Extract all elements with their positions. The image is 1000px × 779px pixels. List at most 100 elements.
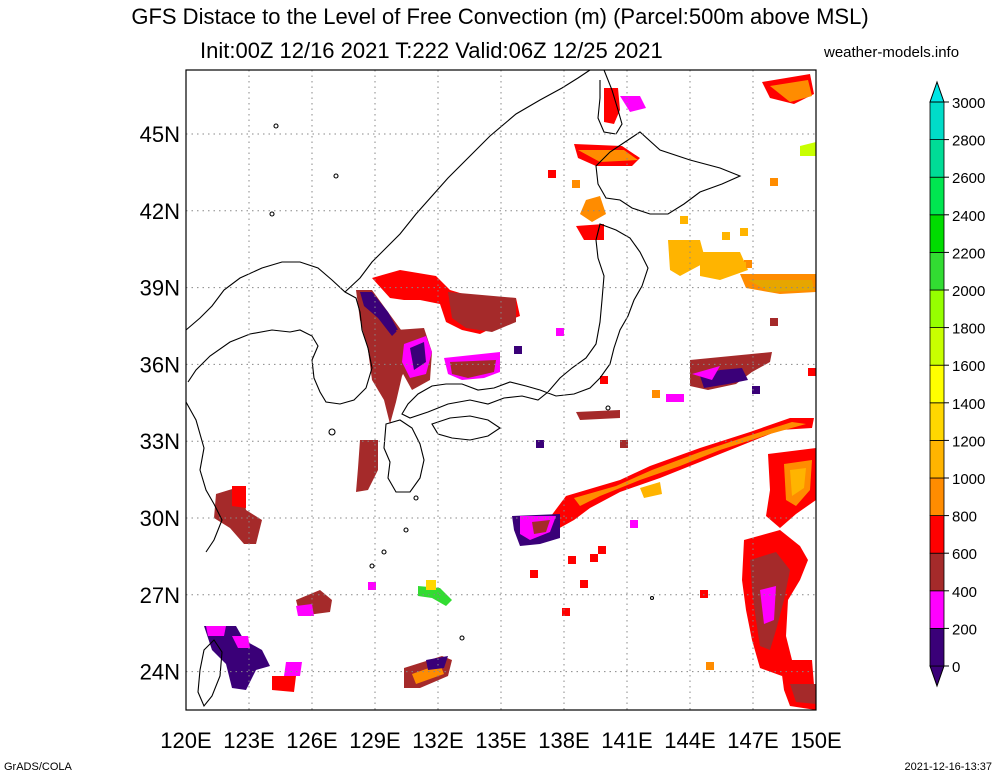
lfc-cell <box>590 554 598 562</box>
lfc-cell <box>548 170 556 178</box>
colorbar-label: 2000 <box>952 283 985 300</box>
colorbar-segment <box>929 101 945 140</box>
lfc-cell <box>752 386 760 394</box>
lfc-patch <box>532 520 550 534</box>
site-credit: weather-models.info <box>824 44 960 61</box>
colorbar-segment <box>929 552 945 592</box>
lfc-patch <box>700 252 748 280</box>
colorbar-segment <box>929 214 945 253</box>
lfc-patch <box>576 410 620 420</box>
lon-tick-label: 138E <box>538 728 589 753</box>
colorbar-label: 1000 <box>952 471 985 488</box>
lfc-patch <box>580 196 606 222</box>
lfc-cell <box>530 570 538 578</box>
lfc-cell <box>770 178 778 186</box>
colorbar-segment <box>929 477 945 516</box>
colorbar-label: 1400 <box>952 396 985 413</box>
lfc-patch <box>620 96 646 112</box>
colorbar-segment <box>929 439 945 479</box>
lfc-patch <box>418 586 452 606</box>
colorbar-label: 2800 <box>952 133 985 150</box>
lfc-cell <box>556 328 564 336</box>
lfc-cell <box>598 546 606 554</box>
lfc-patch <box>410 342 426 370</box>
axis-labels: 120E 123E 126E 129E 132E 135E 138E 141E 144E 147E… <box>140 122 842 753</box>
colorbar-label: 800 <box>952 509 977 526</box>
lfc-cell <box>652 390 660 398</box>
colorbar: 0 200 400 600 800 1000 1200 1400 1600 1800 2000 220… <box>929 80 985 688</box>
lfc-cell <box>600 376 608 384</box>
lfc-cell <box>770 318 778 326</box>
lfc-patch <box>360 292 398 336</box>
colorbar-segment <box>929 289 945 328</box>
lon-tick-label: 150E <box>790 728 841 753</box>
lfc-patch <box>666 394 684 402</box>
lon-tick-label: 123E <box>223 728 274 753</box>
footer-timestamp: 2021-12-16-13:37 <box>904 761 992 773</box>
lfc-cell <box>620 440 628 448</box>
lfc-cell <box>808 368 816 376</box>
lat-tick-label: 33N <box>140 429 180 454</box>
colorbar-segment <box>929 590 945 629</box>
lfc-patch <box>548 418 814 530</box>
lfc-patch <box>578 150 638 162</box>
colorbar-label: 1800 <box>952 321 985 338</box>
lfc-patch <box>232 486 246 508</box>
lon-tick-label: 147E <box>727 728 778 753</box>
lat-tick-label: 24N <box>140 660 180 685</box>
graticule <box>186 70 816 710</box>
lfc-cell <box>630 520 638 528</box>
lfc-patch <box>640 482 662 498</box>
colorbar-label: 600 <box>952 546 977 563</box>
lat-tick-label: 36N <box>140 352 180 377</box>
lfc-cell <box>722 232 730 240</box>
coastline-layer <box>185 69 742 708</box>
colorbar-label: 2200 <box>952 245 985 262</box>
lfc-patch <box>790 468 806 496</box>
colorbar-segment <box>929 364 945 404</box>
lfc-cell <box>568 556 576 564</box>
colorbar-min-arrow <box>929 665 945 688</box>
lfc-patch <box>770 80 812 102</box>
colorbar-segment <box>929 327 945 366</box>
colorbar-label: 3000 <box>952 95 985 112</box>
lfc-cell <box>738 262 746 270</box>
lat-tick-label: 39N <box>140 276 180 301</box>
lfc-patch <box>800 142 816 156</box>
lfc-cell <box>740 228 748 236</box>
colorbar-segment <box>929 402 945 441</box>
lfc-patch <box>284 662 302 676</box>
colorbar-label: 1200 <box>952 433 985 450</box>
lon-tick-label: 144E <box>664 728 715 753</box>
lfc-patch <box>232 636 250 648</box>
colorbar-segment <box>929 139 945 178</box>
colorbar-max-arrow <box>929 80 945 103</box>
colorbar-label: 400 <box>952 584 977 601</box>
lfc-patch <box>214 486 262 544</box>
lon-tick-label: 126E <box>286 728 337 753</box>
lfc-cell <box>580 580 588 588</box>
lfc-patch <box>204 626 270 690</box>
lat-tick-label: 30N <box>140 506 180 531</box>
colorbar-segment <box>929 251 945 291</box>
lfc-cell <box>572 180 580 188</box>
map-frame <box>185 69 817 711</box>
lfc-patch <box>604 88 620 124</box>
lfc-patch <box>426 580 436 590</box>
colorbar-segment <box>929 176 945 216</box>
lfc-patch <box>574 422 806 506</box>
lfc-patch <box>206 626 226 636</box>
colorbar-label: 0 <box>952 659 960 676</box>
lfc-patch <box>448 292 516 332</box>
lfc-patch <box>668 240 706 276</box>
lfc-cell <box>562 608 570 616</box>
lfc-patch <box>760 586 776 624</box>
lfc-patch <box>692 366 720 380</box>
colorbar-segment <box>929 628 945 667</box>
lat-tick-label: 42N <box>140 199 180 224</box>
lfc-cell <box>536 440 544 448</box>
colorbar-label: 1600 <box>952 358 985 375</box>
colorbar-segment <box>929 515 945 554</box>
lfc-patch <box>748 280 814 292</box>
